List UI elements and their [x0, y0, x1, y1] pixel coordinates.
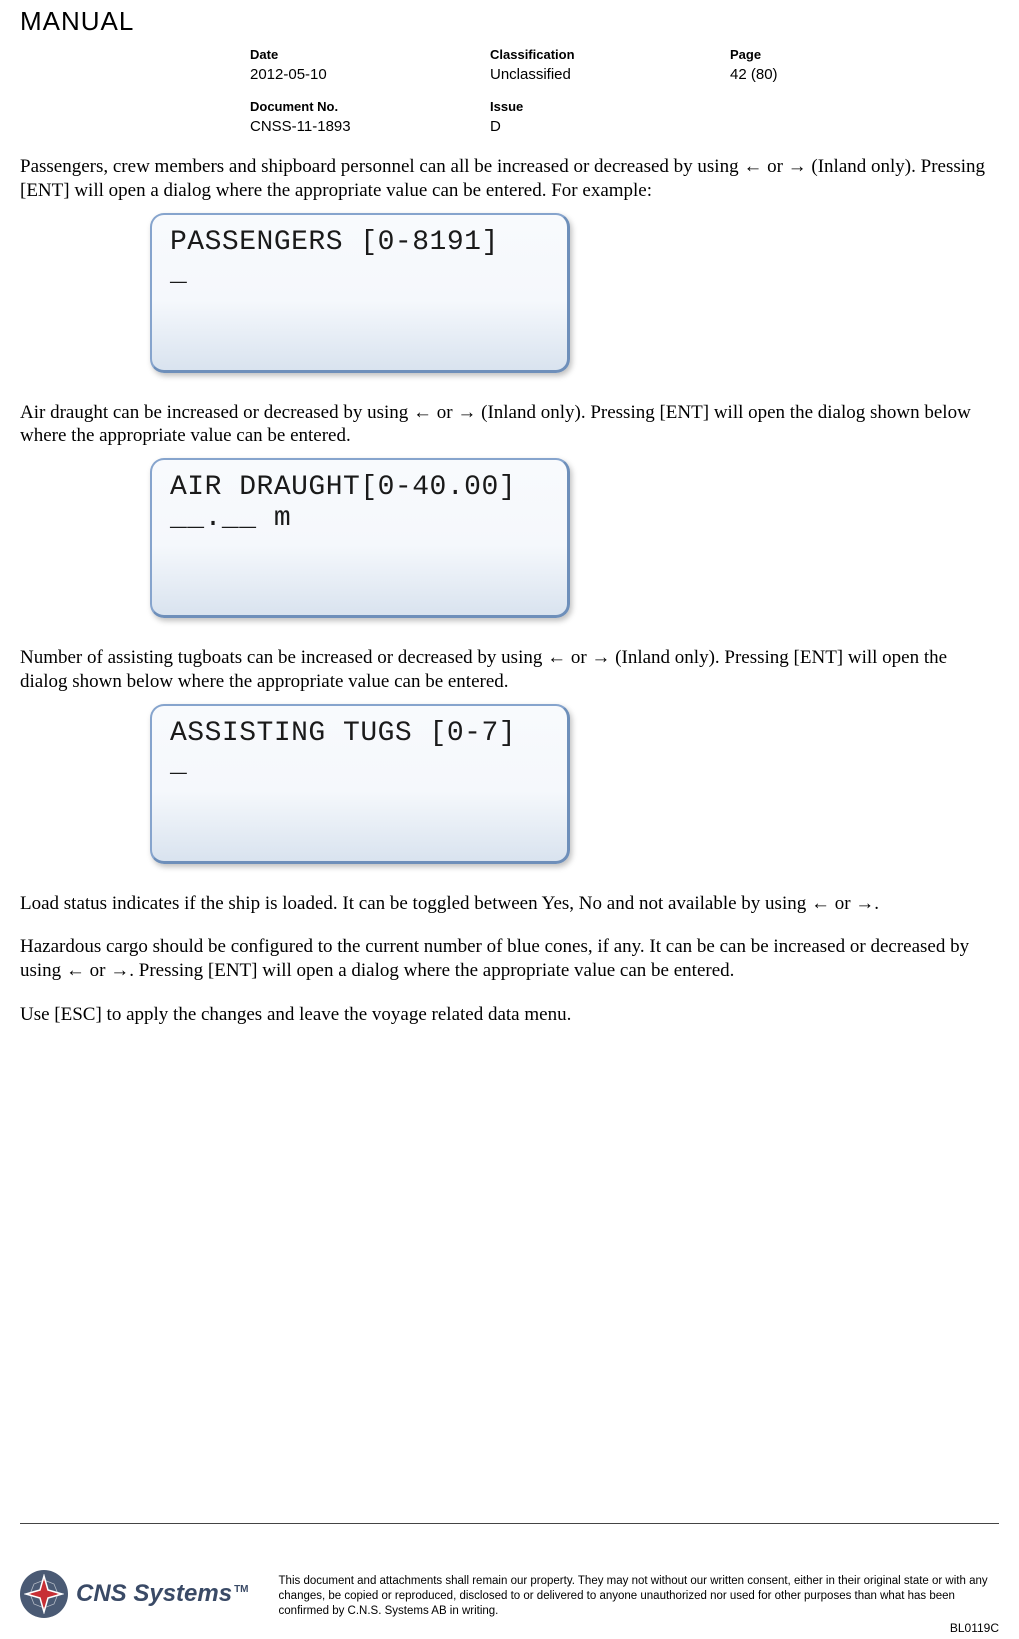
company-logo: CNS SystemsTM: [20, 1570, 249, 1618]
meta-docno-label: Document No.: [250, 99, 490, 114]
footer-disclaimer: This document and attachments shall rema…: [279, 1570, 999, 1619]
page-footer: CNS SystemsTM This document and attachme…: [20, 1570, 999, 1619]
page-title: MANUAL: [20, 0, 999, 47]
lcd-airdraught: AIR DRAUGHT[0-40.00] __.__ m: [150, 458, 570, 618]
lcd-passengers-line1: PASSENGERS [0-8191]: [170, 227, 549, 258]
meta-page-label: Page: [730, 47, 970, 62]
meta-date-label: Date: [250, 47, 490, 62]
meta-docno-value: CNSS-11-1893: [250, 118, 490, 135]
meta-page-value: 42 (80): [730, 66, 970, 83]
meta-empty: [730, 99, 970, 135]
lcd-tugs-line2: _: [170, 749, 549, 780]
lcd-passengers: PASSENGERS [0-8191] _: [150, 213, 570, 373]
meta-date: Date 2012-05-10: [250, 47, 490, 83]
meta-date-value: 2012-05-10: [250, 66, 490, 83]
paragraph-hazardous: Hazardous cargo should be configured to …: [20, 935, 999, 983]
meta-classification-value: Unclassified: [490, 66, 730, 83]
footer-divider: [20, 1523, 999, 1524]
meta-classification: Classification Unclassified: [490, 47, 730, 83]
paragraph-passengers: Passengers, crew members and shipboard p…: [20, 155, 999, 203]
meta-docno: Document No. CNSS-11-1893: [250, 99, 490, 135]
lcd-tugs: ASSISTING TUGS [0-7] _: [150, 704, 570, 864]
meta-issue-value: D: [490, 118, 730, 135]
meta-row-1: Date 2012-05-10 Classification Unclassif…: [250, 47, 970, 83]
company-name: CNS SystemsTM: [76, 1580, 249, 1608]
compass-star-icon: [24, 1574, 64, 1614]
company-name-text: CNS Systems: [76, 1580, 232, 1607]
meta-issue: Issue D: [490, 99, 730, 135]
paragraph-loadstatus: Load status indicates if the ship is loa…: [20, 892, 999, 916]
paragraph-airdraught: Air draught can be increased or decrease…: [20, 401, 999, 449]
logo-badge-icon: [20, 1570, 68, 1618]
document-code: BL0119C: [950, 1621, 999, 1635]
meta-page: Page 42 (80): [730, 47, 970, 83]
paragraph-esc: Use [ESC] to apply the changes and leave…: [20, 1003, 999, 1027]
lcd-airdraught-line1: AIR DRAUGHT[0-40.00]: [170, 472, 549, 503]
lcd-tugs-line1: ASSISTING TUGS [0-7]: [170, 718, 549, 749]
lcd-passengers-line2: _: [170, 258, 549, 289]
meta-row-2: Document No. CNSS-11-1893 Issue D: [250, 99, 970, 135]
lcd-airdraught-line2: __.__ m: [170, 503, 549, 534]
meta-issue-label: Issue: [490, 99, 730, 114]
document-metadata: Date 2012-05-10 Classification Unclassif…: [250, 47, 970, 135]
meta-classification-label: Classification: [490, 47, 730, 62]
trademark-symbol: TM: [234, 1584, 248, 1595]
paragraph-tugs: Number of assisting tugboats can be incr…: [20, 646, 999, 694]
